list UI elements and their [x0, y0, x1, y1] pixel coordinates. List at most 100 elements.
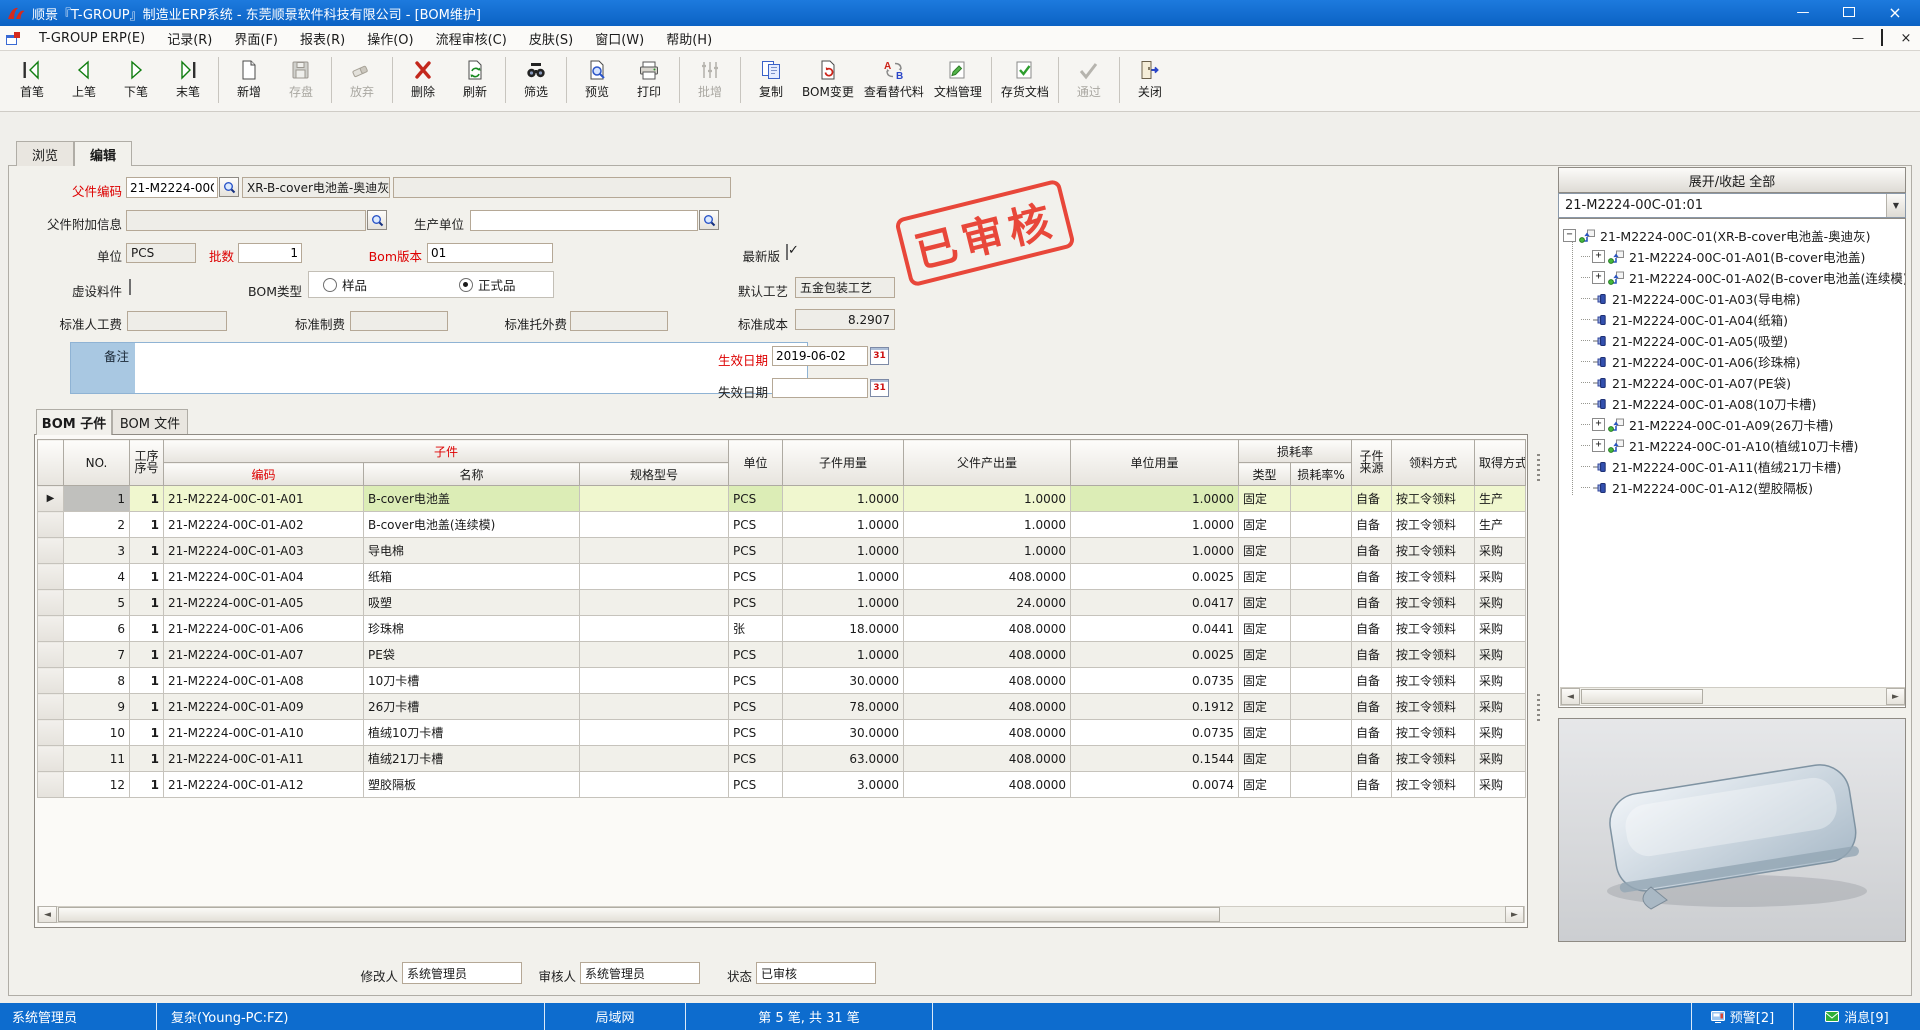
close-button[interactable]: ×: [1888, 2, 1902, 22]
toolbar-button-first[interactable]: 首笔: [6, 56, 58, 102]
cell-code[interactable]: 21-M2224-00C-01-A11: [163, 745, 364, 772]
cell-loss_type[interactable]: 固定: [1238, 667, 1292, 694]
tree-node[interactable]: 21-M2224-00C-01-A11(植绒21刀卡槽): [1559, 456, 1905, 477]
cell-name[interactable]: B-cover电池盖(连续模): [363, 511, 580, 538]
scroll-right-icon[interactable]: ►: [1886, 688, 1905, 705]
cell-qty[interactable]: 1.0000: [782, 589, 905, 616]
cell-unit[interactable]: PCS: [728, 745, 784, 772]
cell-seq[interactable]: 1: [129, 511, 164, 538]
subtab-bom-children[interactable]: BOM 子件: [36, 409, 112, 435]
toolbar-button-view-substitute[interactable]: A B 查看替代料: [859, 56, 929, 102]
cell-source[interactable]: 自备: [1351, 511, 1393, 538]
remark-textarea[interactable]: [135, 343, 807, 393]
cell-name[interactable]: 植绒10刀卡槽: [363, 719, 580, 746]
row-selector[interactable]: [37, 719, 64, 746]
tree-node[interactable]: +21-M2224-00C-01-A09(26刀卡槽): [1559, 414, 1905, 435]
header-method[interactable]: 领料方式: [1391, 439, 1476, 486]
cell-qty[interactable]: 1.0000: [782, 641, 905, 668]
cell-name[interactable]: 珍珠棉: [363, 615, 580, 642]
tree-hscroll-thumb[interactable]: [1581, 689, 1703, 704]
cell-loss_type[interactable]: 固定: [1238, 537, 1292, 564]
cell-loss_rate[interactable]: [1290, 693, 1353, 720]
cell-name[interactable]: 纸箱: [363, 563, 580, 590]
cell-method[interactable]: 按工令领料: [1391, 667, 1476, 694]
cell-unit_usage[interactable]: 0.1912: [1070, 693, 1240, 720]
maximize-button[interactable]: [1828, 2, 1870, 22]
bom-version-combo[interactable]: 21-M2224-00C-01:01 ▼: [1558, 193, 1906, 218]
cell-unit[interactable]: PCS: [728, 641, 784, 668]
cell-seq[interactable]: 1: [129, 641, 164, 668]
row-selector[interactable]: [37, 511, 64, 538]
toolbar-button-doc-manage[interactable]: 文档管理: [929, 56, 987, 102]
table-row[interactable]: 4 1 21-M2224-00C-01-A04 纸箱 PCS 1.0000 408.0000…: [37, 563, 1527, 590]
cell-code[interactable]: 21-M2224-00C-01-A07: [163, 641, 364, 668]
toolbar-button-last[interactable]: 末笔: [162, 56, 214, 102]
cell-unit_usage[interactable]: 0.0735: [1070, 667, 1240, 694]
tree-node[interactable]: +21-M2224-00C-01-A02(B-cover电池盖(连续模)): [1559, 267, 1905, 288]
bom-type-sample-radio[interactable]: [323, 277, 337, 292]
cell-unit_usage[interactable]: 0.0417: [1070, 589, 1240, 616]
cell-loss_rate[interactable]: [1290, 485, 1353, 512]
parent-extra-lookup-button[interactable]: [367, 210, 387, 230]
cell-spec[interactable]: [578, 563, 730, 590]
cell-parent_out[interactable]: 24.0000: [903, 589, 1072, 616]
toolbar-button-stock-doc[interactable]: 存货文档: [996, 56, 1054, 102]
tree-expander-plus[interactable]: +: [1592, 418, 1605, 431]
row-selector[interactable]: [37, 589, 64, 616]
cell-unit[interactable]: PCS: [728, 693, 784, 720]
cell-qty[interactable]: 30.0000: [782, 719, 905, 746]
cell-loss_rate[interactable]: [1290, 563, 1353, 590]
scroll-left-icon[interactable]: ◄: [38, 906, 57, 923]
header-loss-type[interactable]: 类型: [1238, 462, 1292, 486]
cell-method[interactable]: 按工令领料: [1391, 771, 1476, 798]
header-no[interactable]: NO.: [63, 439, 130, 486]
cell-source[interactable]: 自备: [1351, 615, 1393, 642]
cell-spec[interactable]: [578, 589, 730, 616]
expire-date-input[interactable]: [772, 378, 868, 398]
header-code[interactable]: 编码: [163, 462, 364, 486]
menu-item-interface[interactable]: 界面(F): [234, 32, 278, 48]
cell-method[interactable]: 按工令领料: [1391, 719, 1476, 746]
parent-code-lookup-button[interactable]: [219, 177, 239, 197]
cell-spec[interactable]: [578, 511, 730, 538]
bom-version-input[interactable]: [427, 243, 553, 263]
table-row[interactable]: 10 1 21-M2224-00C-01-A10 植绒10刀卡槽 PCS 30.0000 4…: [37, 719, 1527, 746]
cell-code[interactable]: 21-M2224-00C-01-A06: [163, 615, 364, 642]
row-selector[interactable]: [37, 693, 64, 720]
cell-acquire[interactable]: 采购: [1474, 719, 1527, 746]
cell-name[interactable]: 塑胶隔板: [363, 771, 580, 798]
tree-node[interactable]: 21-M2224-00C-01-A03(导电棉): [1559, 288, 1905, 309]
cell-source[interactable]: 自备: [1351, 537, 1393, 564]
cell-acquire[interactable]: 采购: [1474, 615, 1527, 642]
parent-code-input[interactable]: [126, 177, 218, 198]
cell-qty[interactable]: 1.0000: [782, 537, 905, 564]
table-row[interactable]: 12 1 21-M2224-00C-01-A12 塑胶隔板 PCS 3.0000 408.0…: [37, 771, 1527, 798]
table-row[interactable]: ▶ 1 1 21-M2224-00C-01-A01 B-cover电池盖 PCS 1.000…: [37, 485, 1527, 512]
toolbar-button-new[interactable]: 新增: [223, 56, 275, 102]
cell-name[interactable]: B-cover电池盖: [363, 485, 580, 512]
cell-no[interactable]: 5: [63, 589, 130, 616]
latest-version-checkbox[interactable]: [786, 244, 788, 260]
row-selector[interactable]: [37, 771, 64, 798]
cell-unit_usage[interactable]: 0.0735: [1070, 719, 1240, 746]
header-unit-usage[interactable]: 单位用量: [1070, 439, 1240, 486]
cell-no[interactable]: 2: [63, 511, 130, 538]
cell-seq[interactable]: 1: [129, 589, 164, 616]
cell-code[interactable]: 21-M2224-00C-01-A04: [163, 563, 364, 590]
cell-method[interactable]: 按工令领料: [1391, 693, 1476, 720]
cell-loss_rate[interactable]: [1290, 511, 1353, 538]
row-selector[interactable]: [37, 745, 64, 772]
row-selector[interactable]: [37, 615, 64, 642]
cell-acquire[interactable]: 采购: [1474, 693, 1527, 720]
cell-acquire[interactable]: 采购: [1474, 745, 1527, 772]
tree-node[interactable]: 21-M2224-00C-01-A04(纸箱): [1559, 309, 1905, 330]
effective-date-calendar-button[interactable]: 31: [870, 347, 889, 365]
header-acquire[interactable]: 取得方式: [1474, 439, 1527, 486]
cell-qty[interactable]: 1.0000: [782, 485, 905, 512]
cell-qty[interactable]: 30.0000: [782, 667, 905, 694]
menu-item-window[interactable]: 窗口(W): [595, 32, 645, 48]
minimize-button[interactable]: —: [1796, 4, 1810, 20]
cell-method[interactable]: 按工令领料: [1391, 511, 1476, 538]
grid-hscrollbar[interactable]: ◄ ►: [37, 906, 1525, 923]
virtual-part-checkbox[interactable]: [129, 279, 131, 295]
